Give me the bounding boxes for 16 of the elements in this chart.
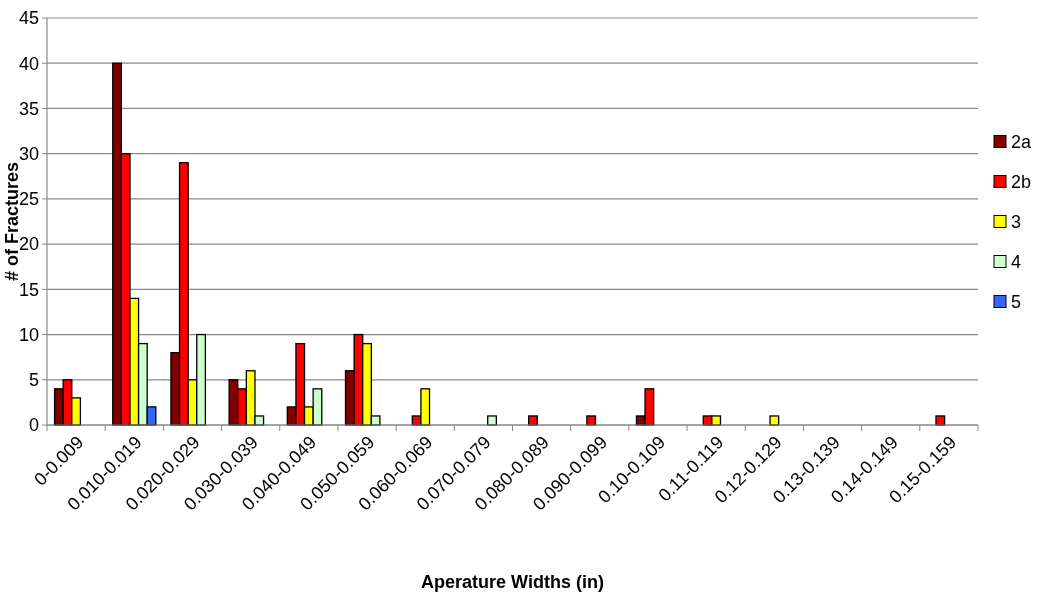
y-tick-label: 45 [18,8,39,29]
y-tick-label: 40 [18,53,39,74]
y-tick-label: 20 [18,234,39,255]
y-tick-label: 5 [28,370,39,391]
legend-label: 3 [1011,211,1022,232]
y-tick-label: 0 [28,415,39,436]
x-axis-title: Aperature Widths (in) [421,572,604,592]
legend-label: 2b [1011,171,1032,192]
y-tick-label: 25 [18,189,39,210]
legend-label: 4 [1011,251,1022,272]
legend-label: 5 [1011,291,1022,312]
legend-label: 2a [1011,131,1033,152]
y-tick-label: 10 [18,324,39,345]
y-tick-label: 35 [18,98,39,119]
y-tick-label: 15 [18,279,39,300]
y-tick-label: 30 [18,143,39,164]
